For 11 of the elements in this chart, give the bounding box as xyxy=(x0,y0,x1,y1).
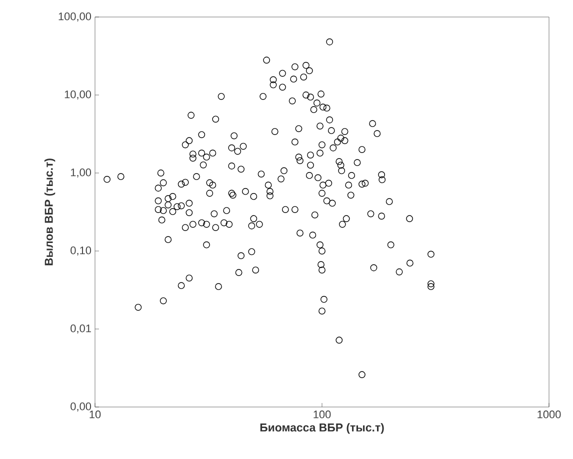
y-axis-title: Вылов ВБР (тыс.т) xyxy=(44,158,56,266)
x-tick-label: 10 xyxy=(90,410,101,418)
y-tick-label: 0,00 xyxy=(70,402,92,412)
y-tick-label: 100,00 xyxy=(58,12,92,22)
x-tick-label: 1000 xyxy=(538,410,561,418)
x-axis-title: Биомасса ВБР (тыс.т) xyxy=(260,423,384,434)
y-tick-label: 1,00 xyxy=(70,168,92,178)
y-tick-label: 0,01 xyxy=(70,324,91,334)
y-tick-label: 0,10 xyxy=(70,246,92,256)
x-tick-label: 100 xyxy=(314,410,331,418)
y-tick-label: 10,00 xyxy=(64,90,92,100)
